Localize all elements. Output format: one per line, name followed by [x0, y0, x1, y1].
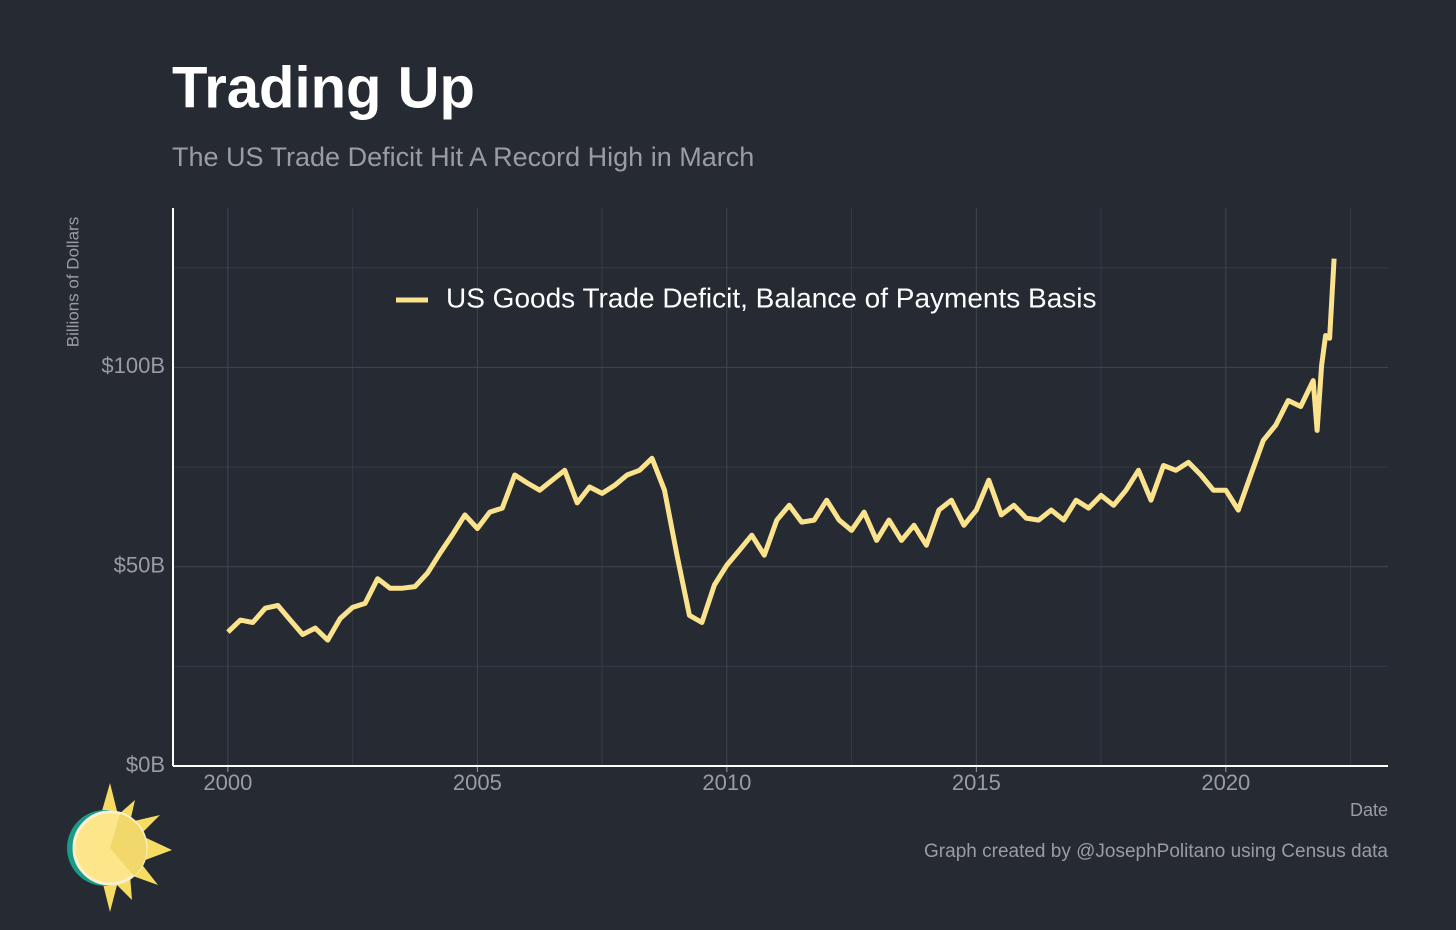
x-tick-label: 2005: [453, 770, 502, 795]
x-tick-label: 2015: [952, 770, 1001, 795]
y-axis-label: Billions of Dollars: [63, 217, 82, 347]
data-line: [226, 258, 1337, 643]
y-tick-label: $100B: [101, 353, 165, 378]
y-tick-label: $50B: [114, 553, 165, 578]
x-tick-label: 2020: [1201, 770, 1250, 795]
x-axis-label: Date: [1350, 800, 1388, 820]
y-tick-label: $0B: [126, 752, 165, 777]
legend-label: US Goods Trade Deficit, Balance of Payme…: [446, 282, 1097, 313]
x-tick-label: 2010: [702, 770, 751, 795]
logo-shade: [110, 814, 147, 876]
chart-title: Trading Up: [172, 55, 475, 120]
logo: [67, 783, 172, 912]
credit: Graph created by @JosephPolitano using C…: [924, 841, 1388, 862]
chart-subtitle: The US Trade Deficit Hit A Record High i…: [172, 142, 754, 172]
x-tick-label: 2000: [203, 770, 252, 795]
